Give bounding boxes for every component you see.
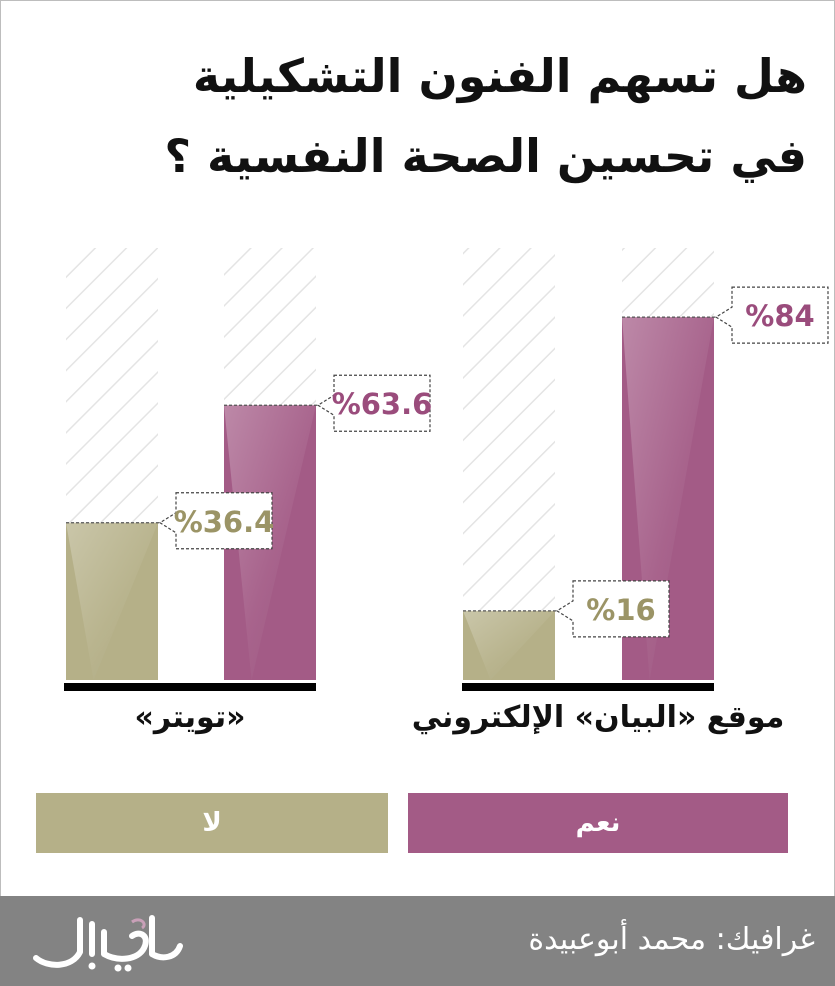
group-label-website: موقع «البيان» الإلكتروني [411, 700, 785, 735]
legend-yes-label: نعم [575, 808, 621, 838]
data-label: %84 [745, 299, 814, 333]
legend-no: لا [36, 793, 388, 853]
chart-title: هل تسهم الفنون التشكيلية في تحسين الصحة … [27, 36, 807, 196]
data-label: %36.4 [174, 505, 275, 539]
group-label-twitter: «تويتر» [134, 700, 246, 735]
bar-track [463, 248, 555, 680]
title-line-1: هل تسهم الفنون التشكيلية [192, 49, 807, 103]
callout-box [316, 374, 431, 432]
data-label-callout: %16 [555, 580, 670, 638]
callout-box [555, 580, 670, 638]
callout-box [714, 286, 829, 344]
albayan-logo-icon [33, 915, 183, 972]
bar-highlight [463, 610, 555, 680]
baseline [462, 683, 714, 691]
graphic-credit: غرافيك: محمد أبوعبيدة [528, 922, 815, 957]
data-label-callout: %84 [714, 286, 829, 344]
bar-highlight [66, 522, 158, 680]
callout-box [158, 492, 273, 550]
legend-no-label: لا [202, 808, 222, 838]
data-label: %63.6 [332, 387, 433, 421]
data-label-callout: %63.6 [316, 374, 433, 432]
data-label-callout: %36.4 [158, 492, 275, 550]
title-line-2: في تحسين الصحة النفسية ؟ [164, 129, 807, 183]
baseline [64, 683, 316, 691]
footer-bar: غرافيك: محمد أبوعبيدة [0, 896, 835, 986]
legend-yes: نعم [408, 793, 788, 853]
bar-chart: %16 %84 %36.4 %63.6 [64, 248, 829, 691]
data-label: %16 [586, 593, 655, 627]
